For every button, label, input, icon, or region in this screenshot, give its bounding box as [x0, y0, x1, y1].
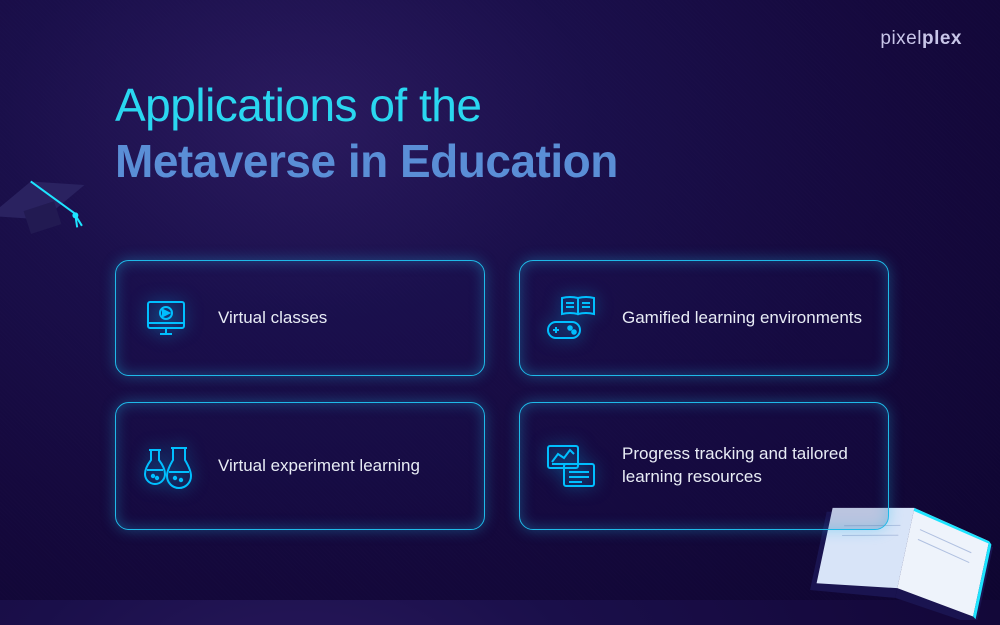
charts-icon [542, 438, 598, 494]
card-gamified-learning: Gamified learning environments [519, 260, 889, 376]
title-line-2: Metaverse in Education [115, 134, 618, 188]
graduation-cap-illustration [0, 150, 100, 270]
title-line-1: Applications of the [115, 78, 618, 132]
brand-prefix: pixel [880, 28, 922, 49]
book-gamepad-icon [542, 290, 598, 346]
page-title: Applications of the Metaverse in Educati… [115, 78, 618, 188]
card-label: Gamified learning environments [622, 307, 862, 330]
monitor-play-icon [138, 290, 194, 346]
cards-grid: Virtual classes Gamified learning enviro… [115, 260, 889, 530]
card-label: Progress tracking and tailored learning … [622, 443, 866, 489]
card-virtual-classes: Virtual classes [115, 260, 485, 376]
card-progress-tracking: Progress tracking and tailored learning … [519, 402, 889, 530]
card-label: Virtual experiment learning [218, 455, 420, 478]
brand-suffix: plex [922, 28, 962, 49]
card-label: Virtual classes [218, 307, 327, 330]
flasks-icon [138, 438, 194, 494]
card-virtual-experiment: Virtual experiment learning [115, 402, 485, 530]
brand-logo: pixelplex [880, 28, 962, 50]
